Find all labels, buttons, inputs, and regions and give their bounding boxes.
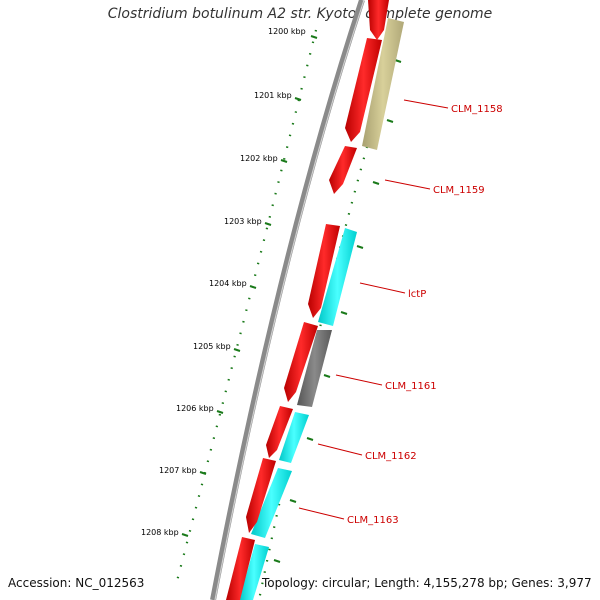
gene-feature-fwd-4[interactable] bbox=[284, 322, 318, 402]
gene-label-clm-1161[interactable]: CLM_1161 bbox=[385, 381, 437, 392]
gene-feature-clm-1163[interactable] bbox=[251, 468, 292, 538]
inner-major-ticks bbox=[273, 59, 402, 563]
kbp-major-ticks bbox=[181, 35, 318, 537]
label-leader-lines bbox=[298, 99, 449, 520]
genome-backbone bbox=[210, 0, 365, 600]
gene-label-clm-1159[interactable]: CLM_1159 bbox=[433, 185, 485, 196]
tick-label-1208: 1208 kbp bbox=[141, 528, 179, 537]
tick-label-1205: 1205 kbp bbox=[193, 342, 231, 351]
gene-feature-lctp[interactable] bbox=[318, 228, 357, 326]
gene-label-lctp[interactable]: lctP bbox=[408, 289, 426, 300]
tick-label-1202: 1202 kbp bbox=[240, 154, 278, 163]
gene-feature-clm-1162[interactable] bbox=[279, 412, 309, 463]
genome-summary-text: Topology: circular; Length: 4,155,278 bp… bbox=[262, 576, 592, 590]
tick-label-1203: 1203 kbp bbox=[224, 217, 262, 226]
gene-feature-clm-1158[interactable] bbox=[362, 18, 404, 150]
gene-feature-fwd-6[interactable] bbox=[246, 458, 276, 533]
gene-feature-fwd-7[interactable] bbox=[226, 537, 255, 600]
gene-label-clm-1158[interactable]: CLM_1158 bbox=[451, 104, 503, 115]
gene-label-clm-1163[interactable]: CLM_1163 bbox=[347, 515, 399, 526]
tick-label-1200: 1200 kbp bbox=[268, 27, 306, 36]
genome-title: Clostridium botulinum A2 str. Kyoto, com… bbox=[107, 6, 493, 22]
gene-feature-next-cyan[interactable] bbox=[239, 544, 269, 600]
tick-label-1201: 1201 kbp bbox=[254, 91, 292, 100]
gene-feature-fwd-top[interactable] bbox=[368, 0, 389, 40]
gene-feature-fwd-2[interactable] bbox=[329, 146, 357, 194]
genome-backbone-highlight bbox=[214, 0, 365, 600]
gene-feature-fwd-3[interactable] bbox=[308, 224, 340, 318]
gene-label-clm-1162[interactable]: CLM_1162 bbox=[365, 451, 417, 462]
gene-feature-fwd-5[interactable] bbox=[266, 406, 293, 458]
tick-label-1204: 1204 kbp bbox=[209, 279, 247, 288]
tick-label-1207: 1207 kbp bbox=[159, 466, 197, 475]
gene-feature-clm-1161[interactable] bbox=[297, 330, 332, 407]
tick-label-1206: 1206 kbp bbox=[176, 404, 214, 413]
gene-feature-fwd-1[interactable] bbox=[345, 38, 382, 142]
accession-text: Accession: NC_012563 bbox=[8, 576, 145, 590]
